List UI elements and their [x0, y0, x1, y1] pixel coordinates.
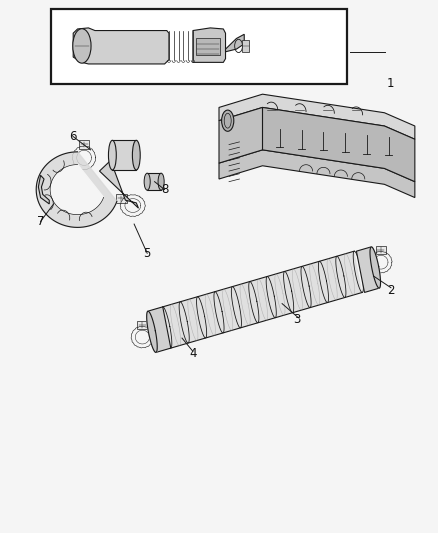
Polygon shape	[376, 246, 386, 254]
Polygon shape	[219, 108, 262, 163]
Polygon shape	[219, 94, 415, 139]
Polygon shape	[147, 173, 161, 190]
Polygon shape	[113, 140, 136, 170]
Polygon shape	[36, 152, 117, 228]
Polygon shape	[116, 194, 127, 203]
Text: 7: 7	[37, 215, 44, 228]
Text: 6: 6	[70, 130, 77, 143]
Polygon shape	[99, 160, 138, 208]
Ellipse shape	[109, 140, 116, 170]
Ellipse shape	[158, 173, 164, 190]
Polygon shape	[262, 108, 415, 182]
Polygon shape	[79, 140, 89, 149]
Text: 1: 1	[387, 77, 395, 90]
Text: 2: 2	[387, 284, 395, 297]
Polygon shape	[137, 321, 148, 329]
Ellipse shape	[222, 110, 234, 131]
Bar	[196, 38, 220, 55]
Polygon shape	[193, 28, 226, 62]
Bar	[242, 40, 250, 52]
Polygon shape	[147, 311, 157, 352]
Ellipse shape	[73, 29, 91, 63]
Text: 3: 3	[293, 313, 301, 326]
Text: 4: 4	[189, 348, 197, 360]
Polygon shape	[73, 28, 169, 64]
Text: 5: 5	[144, 247, 151, 260]
Text: 8: 8	[161, 183, 168, 196]
Polygon shape	[50, 165, 104, 215]
Polygon shape	[219, 150, 415, 198]
Polygon shape	[39, 175, 49, 204]
Polygon shape	[370, 247, 381, 288]
Ellipse shape	[144, 173, 150, 190]
Polygon shape	[148, 307, 171, 352]
Bar	[51, 10, 347, 84]
Ellipse shape	[132, 140, 140, 170]
Polygon shape	[163, 251, 362, 348]
Polygon shape	[357, 247, 379, 293]
Polygon shape	[226, 34, 244, 52]
